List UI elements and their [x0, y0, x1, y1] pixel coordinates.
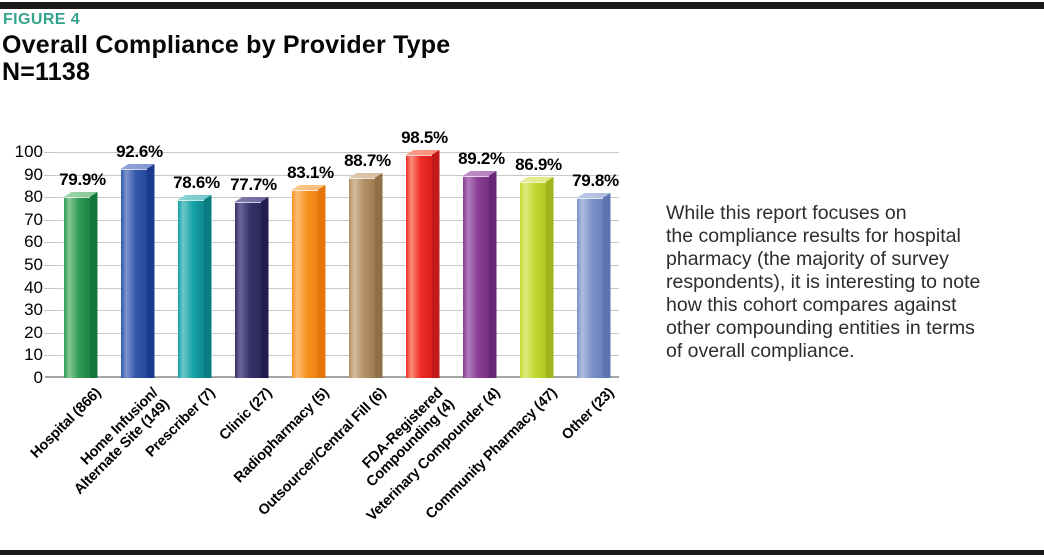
- gridline: [52, 333, 619, 334]
- y-tick: [44, 175, 52, 176]
- bar-side-face: [545, 177, 554, 378]
- gridline: [52, 175, 619, 176]
- y-axis-tick-label: 50: [24, 255, 43, 274]
- bar-front-face: [291, 190, 318, 378]
- bar-side-face: [488, 171, 497, 378]
- bar-top-face: [348, 173, 383, 178]
- bar-top-face: [291, 185, 326, 190]
- bar-side-face: [260, 197, 269, 378]
- bar-front-face: [405, 155, 432, 378]
- bar-value-label: 79.9%: [59, 170, 106, 189]
- gridline: [52, 355, 619, 356]
- bar-value-label: 89.2%: [458, 149, 505, 168]
- gridline: [52, 220, 619, 221]
- y-tick: [44, 310, 52, 311]
- bar-front-face: [462, 176, 489, 378]
- y-tick: [44, 220, 52, 221]
- y-tick: [44, 355, 52, 356]
- top-rule: [0, 2, 1044, 9]
- gridline: [52, 197, 619, 198]
- bar-front-face: [177, 200, 204, 378]
- y-tick: [44, 197, 52, 198]
- bar-value-label: 79.8%: [572, 171, 619, 190]
- y-axis-tick-label: 40: [24, 278, 43, 297]
- bar-top-face: [63, 192, 98, 197]
- gridline: [52, 152, 619, 153]
- bar-top-face: [519, 177, 554, 182]
- bar-side-face: [89, 192, 98, 378]
- y-axis-tick-label: 0: [33, 368, 43, 387]
- bar-side-face: [374, 173, 383, 378]
- bar-top-face: [576, 193, 611, 198]
- bar-value-label: 83.1%: [287, 163, 334, 182]
- bar-value-label: 77.7%: [230, 175, 277, 194]
- bottom-rule: [0, 550, 1044, 555]
- bar-side-face: [146, 164, 155, 378]
- y-axis-tick-label: 80: [24, 187, 43, 206]
- figure-n-label: N=1138: [2, 58, 91, 86]
- gridline: [52, 288, 619, 289]
- y-axis-tick-label: 30: [24, 300, 43, 319]
- x-axis-line: [45, 376, 619, 378]
- y-tick: [44, 242, 52, 243]
- bar-side-face: [431, 150, 440, 378]
- y-axis-tick-label: 10: [24, 345, 43, 364]
- gridline: [52, 310, 619, 311]
- bar-front-face: [576, 198, 603, 378]
- bar-side-face: [203, 195, 212, 378]
- bar-value-label: 92.6%: [116, 142, 163, 161]
- bar-value-label: 98.5%: [401, 128, 448, 147]
- bar-front-face: [519, 182, 546, 378]
- y-axis-tick-label: 70: [24, 210, 43, 229]
- gridline: [52, 242, 619, 243]
- bar-front-face: [63, 197, 90, 378]
- bar-side-face: [317, 185, 326, 378]
- y-axis-tick-label: 60: [24, 232, 43, 251]
- figure-title: Overall Compliance by Provider Type N=11…: [2, 32, 450, 86]
- annotation-text: While this report focuses on the complia…: [666, 202, 981, 362]
- bar-top-face: [177, 195, 212, 200]
- bar-value-label: 78.6%: [173, 173, 220, 192]
- bar-top-face: [234, 197, 269, 202]
- bar-front-face: [348, 178, 375, 378]
- y-axis-tick-label: 100: [14, 142, 43, 161]
- gridline: [52, 265, 619, 266]
- bar-value-label: 86.9%: [515, 155, 562, 174]
- bar-value-label: 88.7%: [344, 151, 391, 170]
- bar-front-face: [120, 169, 147, 378]
- y-tick: [44, 288, 52, 289]
- y-tick: [44, 265, 52, 266]
- bar-top-face: [462, 171, 497, 176]
- y-axis-tick-label: 20: [24, 323, 43, 342]
- y-tick: [44, 152, 52, 153]
- figure-label: FIGURE 4: [3, 11, 80, 28]
- bar-front-face: [234, 202, 261, 378]
- figure-title-text: Overall Compliance by Provider Type: [2, 31, 451, 59]
- bar-top-face: [120, 164, 155, 169]
- y-tick: [44, 333, 52, 334]
- bar-top-face: [405, 150, 440, 155]
- bar-side-face: [602, 193, 611, 378]
- y-axis-tick-label: 90: [24, 165, 43, 184]
